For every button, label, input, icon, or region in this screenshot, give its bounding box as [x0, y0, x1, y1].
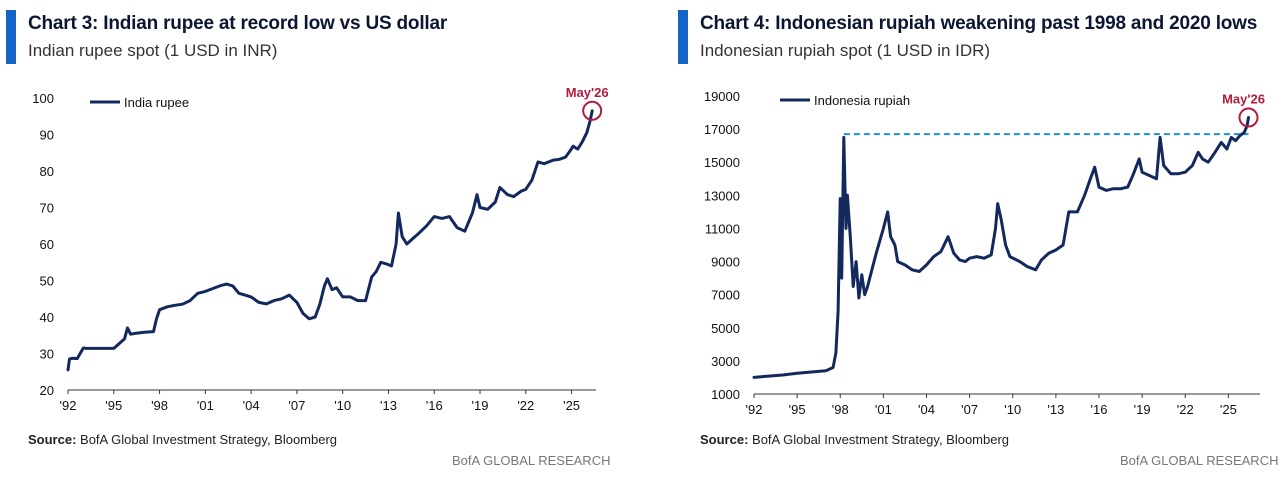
- y-tick-label: 20: [40, 383, 54, 398]
- x-tick-label: '22: [1177, 402, 1194, 417]
- x-tick-label: '04: [243, 398, 260, 413]
- annotation-circle: [1238, 107, 1259, 128]
- brand-label: BofA GLOBAL RESEARCH: [1120, 453, 1279, 468]
- x-tick-label: '19: [472, 398, 489, 413]
- x-tick-label: '01: [875, 402, 892, 417]
- y-tick-label: 90: [40, 128, 54, 143]
- x-tick-label: '10: [334, 398, 351, 413]
- line-chart-india: '92 '95 '98 '01 '04 '07 '10 '13 '16 '19 '22 '25 20 30…: [32, 85, 609, 413]
- source-note: Source: BofA Global Investment Strategy,…: [700, 432, 1009, 447]
- x-tick-label: '13: [1047, 402, 1064, 417]
- series-line: [752, 116, 1250, 379]
- x-tick-label: '19: [1134, 402, 1151, 417]
- y-tick-label: 19000: [704, 89, 740, 104]
- title-accent-bar: [678, 10, 688, 64]
- x-tick-label: '10: [1004, 402, 1021, 417]
- y-tick-label: 11000: [705, 221, 740, 236]
- x-tick-label: '16: [1091, 402, 1108, 417]
- x-tick-label: '98: [151, 398, 168, 413]
- chart-panel-indonesia: Chart 4: Indonesian rupiah weakening pas…: [672, 0, 1280, 479]
- brand-label: BofA GLOBAL RESEARCH: [452, 453, 611, 468]
- y-tick-label: 15000: [704, 155, 740, 170]
- y-tick-label: 9000: [711, 255, 740, 270]
- annotation-circle: [582, 100, 603, 121]
- y-tick-label: 3000: [711, 354, 740, 369]
- y-tick-label: 70: [40, 201, 54, 216]
- chart-subtitle: Indian rupee spot (1 USD in INR): [28, 41, 278, 60]
- line-chart-indonesia: '92 '95 '98 '01 '04 '07 '10 '13 '16 '19 '22 '25 1000…: [704, 89, 1265, 417]
- source-text: BofA Global Investment Strategy, Bloombe…: [752, 432, 1010, 447]
- chart-title: Chart 3: Indian rupee at record low vs U…: [28, 13, 448, 34]
- x-tick-label: '07: [961, 402, 978, 417]
- source-note: Source: BofA Global Investment Strategy,…: [28, 432, 337, 447]
- x-tick-label: '92: [746, 402, 763, 417]
- y-tick-label: 50: [40, 274, 54, 289]
- source-text: BofA Global Investment Strategy, Bloombe…: [80, 432, 338, 447]
- x-tick-label: '95: [105, 398, 122, 413]
- source-label: Source:: [28, 432, 77, 447]
- chart-panel-india: Chart 3: Indian rupee at record low vs U…: [0, 0, 610, 479]
- y-tick-label: 17000: [704, 122, 740, 137]
- y-tick-label: 30: [40, 347, 54, 362]
- x-tick-label: '04: [918, 402, 935, 417]
- source-label: Source:: [700, 432, 749, 447]
- x-tick-label: '22: [517, 398, 534, 413]
- y-tick-label: 60: [40, 237, 54, 252]
- y-tick-label: 13000: [704, 188, 740, 203]
- y-tick-label: 40: [40, 310, 54, 325]
- x-tick-label: '25: [563, 398, 580, 413]
- x-tick-label: '25: [1220, 402, 1237, 417]
- series-line: [66, 109, 594, 372]
- legend-label: India rupee: [124, 95, 189, 110]
- title-accent-bar: [6, 10, 16, 64]
- y-tick-label: 80: [40, 164, 54, 179]
- y-tick-label: 1000: [711, 387, 740, 402]
- y-tick-label: 5000: [711, 321, 740, 336]
- x-tick-label: '01: [197, 398, 214, 413]
- y-tick-label: 7000: [711, 288, 740, 303]
- legend-label: Indonesia rupiah: [814, 93, 910, 108]
- chart-subtitle: Indonesian rupiah spot (1 USD in IDR): [700, 41, 991, 60]
- x-tick-label: '16: [426, 398, 443, 413]
- annotation-label: May'26: [566, 85, 609, 100]
- x-tick-label: '07: [288, 398, 305, 413]
- x-tick-label: '98: [832, 402, 849, 417]
- chart-title: Chart 4: Indonesian rupiah weakening pas…: [700, 13, 1258, 34]
- x-tick-label: '13: [380, 398, 397, 413]
- x-tick-label: '92: [60, 398, 77, 413]
- y-tick-label: 100: [32, 91, 54, 106]
- x-tick-label: '95: [789, 402, 806, 417]
- annotation-label: May'26: [1222, 92, 1265, 107]
